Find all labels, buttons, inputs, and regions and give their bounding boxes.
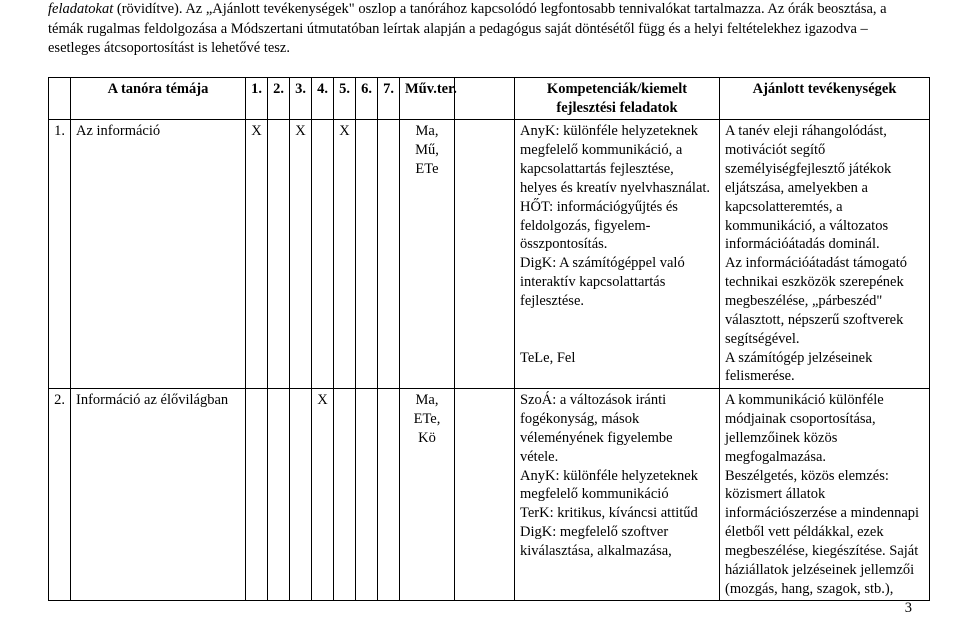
cell-c6	[356, 120, 378, 389]
col-header-7: 7.	[378, 77, 400, 120]
cell-muvter: Ma, Mű, ETe	[400, 120, 455, 389]
cell-act: A kommunikáció különféle módjainak csopo…	[720, 389, 930, 601]
cell-c2	[268, 120, 290, 389]
cell-c6	[356, 389, 378, 601]
cell-area	[455, 120, 515, 389]
cell-c5: X	[334, 120, 356, 389]
cell-comp: AnyK: különféle helyzeteknek megfelelő k…	[515, 120, 720, 389]
col-header-area	[455, 77, 515, 120]
document-page: feladatokat (rövidítve). Az „Ajánlott te…	[0, 0, 960, 629]
table-header-row: A tanóra témája 1. 2. 3. 4. 5. 6. 7. Műv…	[49, 77, 930, 120]
col-header-6: 6.	[356, 77, 378, 120]
col-header-act: Ajánlott tevékenységek	[720, 77, 930, 120]
curriculum-table: A tanóra témája 1. 2. 3. 4. 5. 6. 7. Műv…	[48, 77, 930, 602]
cell-muvter: Ma, ETe, Kö	[400, 389, 455, 601]
cell-c1: X	[246, 120, 268, 389]
cell-area	[455, 389, 515, 601]
col-header-4: 4.	[312, 77, 334, 120]
table-row: 1. Az információ X X X Ma, Mű, ETe AnyK:…	[49, 120, 930, 389]
col-header-muvter: Műv.ter.	[400, 77, 455, 120]
cell-num: 1.	[49, 120, 71, 389]
cell-comp: SzoÁ: a változások iránti fogékonyság, m…	[515, 389, 720, 601]
col-header-comp: Kompetenciák/kiemelt fejlesztési feladat…	[515, 77, 720, 120]
cell-topic: Információ az élővilágban	[71, 389, 246, 601]
cell-c7	[378, 120, 400, 389]
intro-italic: feladatokat	[48, 1, 113, 17]
cell-c1	[246, 389, 268, 601]
cell-topic: Az információ	[71, 120, 246, 389]
cell-act: A tanév eleji ráhangolódást, motivációt …	[720, 120, 930, 389]
cell-c2	[268, 389, 290, 601]
col-header-topic: A tanóra témája	[71, 77, 246, 120]
cell-c4	[312, 120, 334, 389]
cell-c4: X	[312, 389, 334, 601]
col-header-1: 1.	[246, 77, 268, 120]
intro-text: (rövidítve). Az „Ajánlott tevékenységek"…	[48, 1, 887, 56]
cell-c3: X	[290, 120, 312, 389]
page-number: 3	[905, 600, 912, 617]
intro-paragraph: feladatokat (rövidítve). Az „Ajánlott te…	[48, 0, 912, 59]
table-row: 2. Információ az élővilágban X Ma, ETe, …	[49, 389, 930, 601]
cell-c5	[334, 389, 356, 601]
col-header-5: 5.	[334, 77, 356, 120]
col-header-num	[49, 77, 71, 120]
col-header-3: 3.	[290, 77, 312, 120]
col-header-2: 2.	[268, 77, 290, 120]
cell-c3	[290, 389, 312, 601]
cell-c7	[378, 389, 400, 601]
cell-num: 2.	[49, 389, 71, 601]
